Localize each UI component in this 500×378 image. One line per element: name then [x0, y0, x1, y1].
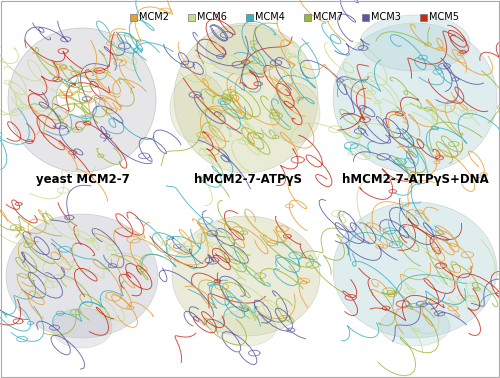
Bar — [304, 14, 311, 20]
Text: hMCM2-7-ATPγS+DNA: hMCM2-7-ATPγS+DNA — [342, 174, 488, 186]
Ellipse shape — [216, 310, 276, 346]
Ellipse shape — [333, 202, 497, 338]
Bar — [130, 14, 137, 20]
Text: MCM6: MCM6 — [196, 12, 226, 22]
Bar — [362, 14, 369, 20]
Ellipse shape — [52, 308, 112, 348]
Ellipse shape — [380, 306, 450, 346]
Text: hMCM2-7-ATPγS: hMCM2-7-ATPγS — [194, 174, 302, 186]
Ellipse shape — [360, 15, 470, 71]
Bar — [420, 14, 427, 20]
Bar — [246, 14, 253, 20]
Ellipse shape — [270, 83, 320, 143]
Ellipse shape — [174, 23, 318, 173]
Ellipse shape — [333, 23, 497, 173]
Ellipse shape — [206, 25, 286, 75]
Text: MCM5: MCM5 — [428, 12, 458, 22]
Text: yeast MCM2-7: yeast MCM2-7 — [36, 174, 130, 186]
Bar — [188, 14, 195, 20]
Text: MCM3: MCM3 — [370, 12, 400, 22]
Text: MCM4: MCM4 — [254, 12, 284, 22]
Ellipse shape — [172, 216, 320, 336]
Ellipse shape — [56, 77, 100, 116]
Ellipse shape — [6, 214, 158, 338]
Ellipse shape — [8, 28, 156, 172]
Text: MCM7: MCM7 — [312, 12, 342, 22]
Text: MCM2: MCM2 — [138, 12, 168, 22]
Ellipse shape — [170, 73, 226, 143]
